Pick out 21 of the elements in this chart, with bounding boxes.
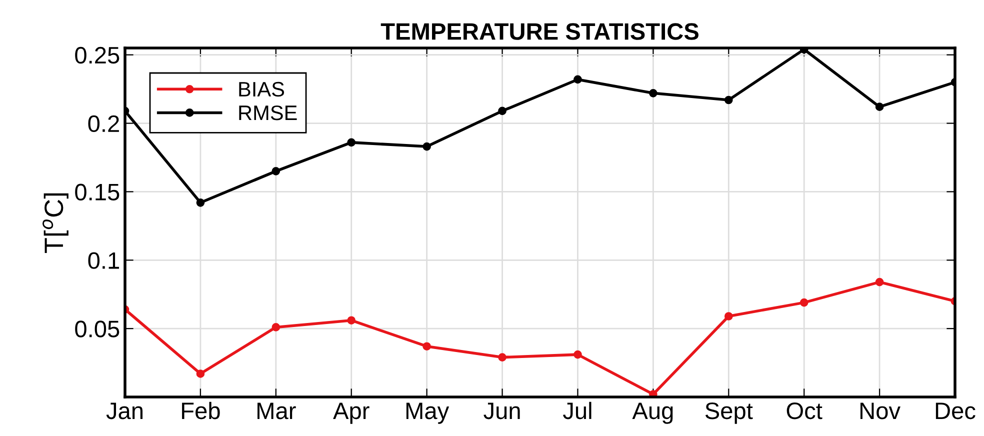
y-axis-title: T[$^{o}$C] (42, 193, 68, 254)
legend-label: BIAS (239, 82, 284, 97)
x-tick-label: Jun (484, 402, 520, 420)
x-tick-label: Oct (786, 402, 822, 420)
y-tick-label: 0.1 (88, 252, 119, 269)
x-tick-label: Jul (563, 402, 592, 420)
y-tick-label: 0.2 (88, 115, 119, 132)
legend-label: RMSE (239, 105, 297, 120)
chart-title: TEMPERATURE STATISTICS (380, 23, 698, 40)
y-tick-label: 0.05 (75, 320, 120, 338)
x-tick-label: Sept (705, 402, 753, 424)
y-tick-label: 0.25 (75, 46, 120, 64)
x-tick-label: Apr (333, 402, 370, 424)
x-tick-label: May (406, 402, 450, 424)
x-tick-label: Mar (258, 402, 296, 420)
x-tick-label: Nov (860, 402, 900, 420)
x-tick-label: Aug (632, 402, 673, 424)
x-tick-label: Feb (182, 402, 220, 420)
y-tick-label: 0.15 (75, 184, 120, 200)
x-tick-label: Jan (106, 402, 143, 420)
x-tick-label: Dec (936, 402, 976, 420)
